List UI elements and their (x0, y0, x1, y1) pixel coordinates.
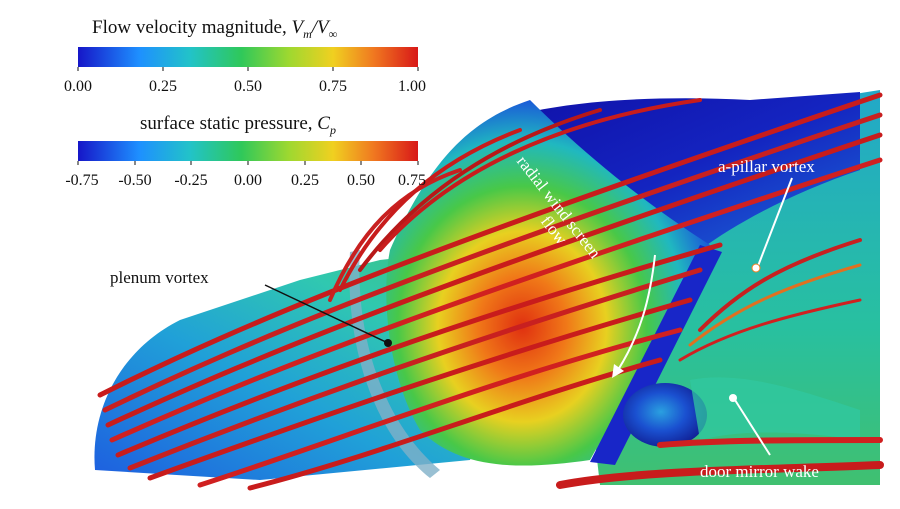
door-mirror-leader (734, 399, 771, 456)
velocity-ticks (77, 67, 419, 71)
pressure-tick-0: -0.75 (65, 172, 99, 189)
mirror-wake (690, 377, 860, 440)
velocity-colorbar (78, 47, 418, 67)
pressure-tick-4: 0.25 (291, 172, 319, 189)
pressure-tick-6: 0.75 (398, 172, 426, 189)
velocity-tick-1: 0.25 (149, 78, 177, 95)
pressure-tick-5: 0.50 (347, 172, 375, 189)
plenum-marker (384, 339, 392, 347)
velocity-tick-4: 1.00 (398, 78, 426, 95)
radial-flow-arrow (617, 254, 656, 371)
pressure-tick-3: 0.00 (234, 172, 262, 189)
pressure-colorbar (78, 141, 418, 161)
a-pillar-marker (751, 263, 761, 273)
door-mirror-marker (729, 394, 737, 402)
velocity-legend-title-text: Flow velocity magnitude, (92, 17, 292, 38)
a-pillar-vortex-label: a-pillar vortex (718, 157, 815, 176)
a-pillar-leader (757, 177, 793, 267)
door-mirror-wake-label: door mirror wake (700, 462, 819, 481)
door-mirror (623, 383, 707, 447)
velocity-legend-title: Flow velocity magnitude, Vm/V∞ (92, 17, 337, 42)
plenum-leader (264, 284, 389, 344)
plenum-vortex-label: plenum vortex (110, 268, 209, 287)
velocity-tick-0: 0.00 (64, 78, 92, 95)
plenum-region (349, 250, 440, 478)
velocity-tick-2: 0.50 (234, 78, 262, 95)
pressure-legend-symbol: Cp (317, 113, 336, 137)
pressure-legend-title: surface static pressure, Cp (140, 113, 336, 138)
pressure-ticks (77, 161, 419, 165)
windscreen (386, 100, 710, 466)
pressure-tick-1: -0.50 (118, 172, 152, 189)
velocity-legend-symbol: Vm/V∞ (291, 17, 338, 41)
pressure-legend-title-text: surface static pressure, (140, 113, 318, 134)
radial-flow-arrowhead (612, 364, 624, 378)
velocity-tick-3: 0.75 (319, 78, 347, 95)
pressure-tick-2: -0.25 (174, 172, 208, 189)
streamlines (97, 92, 884, 491)
